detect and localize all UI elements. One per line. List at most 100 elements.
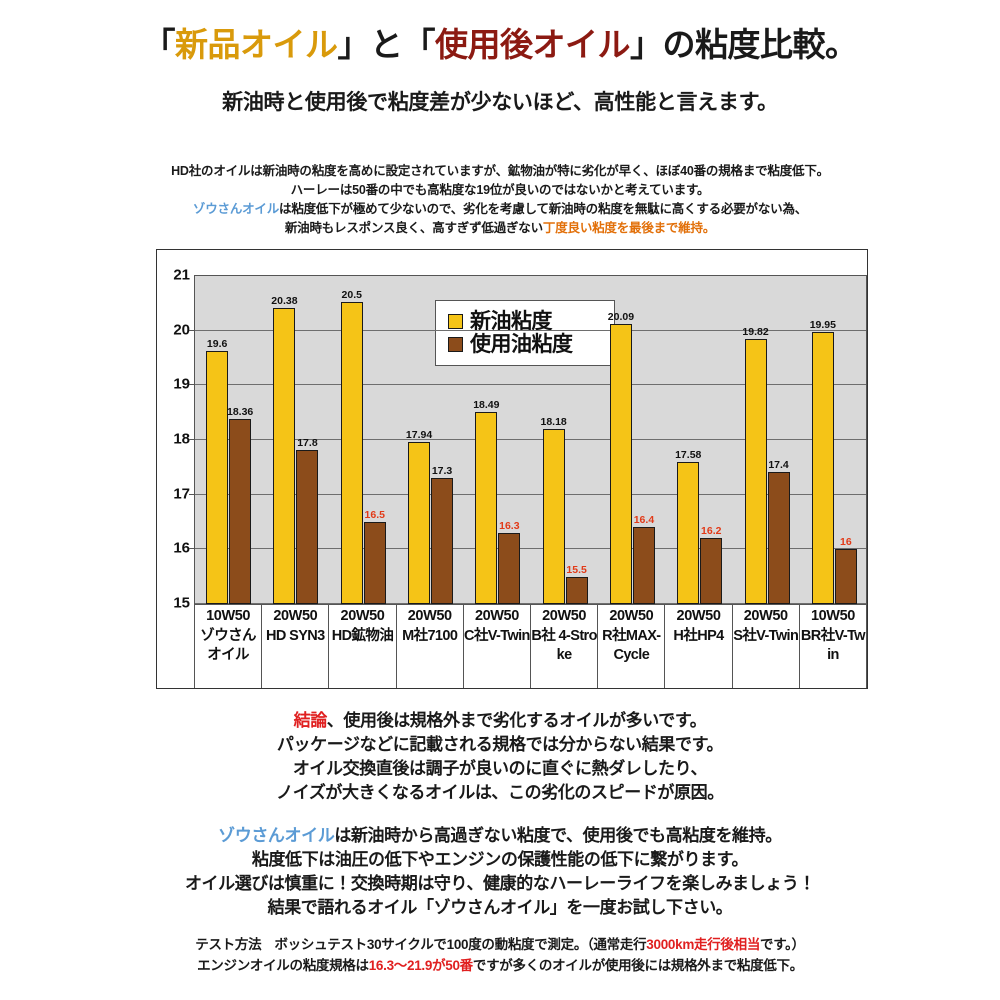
bar-new-oil: 20.5 <box>340 289 363 604</box>
category-grade-label: 20W50 <box>743 608 788 624</box>
conclusion-block-2: ゾウさんオイルは新油時から高過ぎない粘度で、使用後でも高粘度を維持。 粘度低下は… <box>0 824 1000 920</box>
category-cell: 20W50 HD鉱物油 <box>328 605 395 688</box>
legend-label-new: 新油粘度 <box>470 310 553 333</box>
bar-value-label: 15.5 <box>566 563 587 576</box>
category-product-label: S社V-Twin <box>733 628 799 644</box>
category-product-label: B社 4-Stroke <box>531 628 597 663</box>
bar-used-oil: 16.3 <box>498 520 521 604</box>
bar-new-oil: 17.94 <box>406 429 432 604</box>
footer-line-2-pre: エンジンオイルの粘度規格は <box>197 958 369 973</box>
legend-swatch-used-icon <box>448 337 463 352</box>
title-new-oil: 新品オイル <box>175 26 338 63</box>
bar-used-oil: 17.8 <box>296 437 319 604</box>
bar-new-oil: 19.6 <box>206 338 229 604</box>
bar-new-oil: 20.38 <box>271 295 298 604</box>
bar-used-oil: 18.36 <box>227 406 253 604</box>
category-grade-label: 20W50 <box>609 608 654 624</box>
category-product-label: R社MAX-Cycle <box>602 628 661 663</box>
chart-bar-group: 19.6 18.36 <box>195 276 262 604</box>
conclusion1-line-2: パッケージなどに記載される規格では分からない結果です。 <box>276 735 724 754</box>
bar-value-label: 19.82 <box>742 325 769 338</box>
chart-category-table: 10W50 ゾウさんオイル 20W50 HD SYN3 20W50 HD鉱物油 20W50 M… <box>194 605 868 688</box>
chart-gridline: 18 <box>173 431 866 448</box>
intro-line-3-rest: は粘度低下が極めて少ないので、劣化を考慮して新油時の粘度を無駄に高くする必要がな… <box>279 202 808 216</box>
viscosity-bar-chart: 新油粘度 使用油粘度 15 16 17 18 19 20 21 19.6 18.36 20.38 1… <box>156 249 868 689</box>
footer-line-1-post: です。） <box>760 937 805 952</box>
conclusion-block-1: 結論、使用後は規格外まで劣化するオイルが多いです。 パッケージなどに記載される規… <box>0 709 1000 805</box>
bar-value-label: 17.94 <box>405 429 433 442</box>
legend-swatch-new-icon <box>448 314 463 329</box>
conclusion-keyword-highlight: 結論 <box>293 711 328 730</box>
chart-gridline: 19 <box>173 376 866 393</box>
bar-new-oil: 19.95 <box>810 319 836 604</box>
legend-item-new-oil: 新油粘度 <box>448 311 604 332</box>
intro-line-2: ハーレーは50番の中でも高粘度な19位が良いのではないかと考えています。 <box>290 183 710 197</box>
bar-value-label: 16.4 <box>633 514 655 526</box>
category-product-label: M社7100 <box>402 628 458 644</box>
bar-used-oil: 15.5 <box>565 564 588 604</box>
chart-gridline: 15 <box>173 595 866 612</box>
bar-used-oil: 16.4 <box>632 514 655 604</box>
category-grade-label: 20W50 <box>474 608 519 624</box>
chart-bar-group: 20.38 17.8 <box>262 276 329 604</box>
chart-gridline: 21 <box>173 267 866 284</box>
intro-line-4: 新油時もレスポンス良く、高すぎず低過ぎない丁度良い粘度を最後まで維持。 <box>0 219 1000 238</box>
bar-value-label: 17.8 <box>297 437 318 449</box>
bar-value-label: 19.95 <box>809 318 836 331</box>
footer-spec-highlight: 16.3～21.9が50番 <box>368 958 473 973</box>
category-cell: 10W50 BR社V-Twin <box>798 605 868 688</box>
bar-new-oil: 18.18 <box>541 416 567 604</box>
bar-value-label: 19.6 <box>206 338 228 350</box>
conclusion1-line-4: ノイズが大きくなるオイルは、この劣化のスピードが原因。 <box>276 783 724 802</box>
conclusion2-line-4: 結果で語れるオイル「ゾウさんオイル」を一度お試し下さい。 <box>267 898 733 917</box>
chart-bar-group: 18.49 16.3 <box>464 276 531 604</box>
conclusion1-line-1-rest: 、使用後は規格外まで劣化するオイルが多いです。 <box>326 711 707 730</box>
category-grade-label: 20W50 <box>676 608 721 624</box>
chart-bar-group: 17.58 16.2 <box>666 276 733 604</box>
bar-used-oil: 16 <box>834 536 857 604</box>
footer-line-2: エンジンオイルの粘度規格は16.3～21.9が50番ですが多くのオイルが使用後に… <box>0 955 1000 976</box>
chart-bar-group: 19.82 17.4 <box>733 276 800 604</box>
bar-value-label: 16.3 <box>499 519 520 532</box>
chart-plot-area: 新油粘度 使用油粘度 15 16 17 18 19 20 21 19.6 18.36 20.38 1… <box>173 267 868 612</box>
footer-test-method: テスト方法 ボッシュテスト30サイクルで100度の動粘度で測定。（通常走行300… <box>0 934 1000 976</box>
bar-value-label: 17.4 <box>768 459 789 471</box>
chart-bar-group: 17.94 17.3 <box>397 276 464 604</box>
category-cell: 20W50 HD SYN3 <box>261 605 328 688</box>
title-middle: 」と「 <box>337 26 436 63</box>
footer-line-1-pre: テスト方法 ボッシュテスト30サイクルで100度の動粘度で測定。（通常走行 <box>195 937 647 952</box>
y-axis-tick-label: 17 <box>173 485 190 503</box>
bar-value-label: 18.49 <box>473 399 500 412</box>
conclusion2-brand-highlight: ゾウさんオイル <box>218 826 335 845</box>
chart-bar-group: 19.95 16 <box>801 276 868 604</box>
bar-value-label: 18.18 <box>540 416 567 429</box>
bar-used-oil: 16.5 <box>363 509 386 604</box>
intro-brand-highlight: ゾウさんオイル <box>192 202 280 216</box>
category-cell: 20W50 R社MAX-Cycle <box>597 605 664 688</box>
y-axis-tick-label: 19 <box>173 375 190 393</box>
bar-value-label: 16 <box>839 536 852 548</box>
bar-value-label: 16.2 <box>701 525 722 537</box>
category-product-label: H社HP4 <box>673 628 724 644</box>
category-cell: 20W50 S社V-Twin <box>731 605 799 688</box>
category-product-label: C社V-Twin <box>464 628 530 644</box>
y-axis-tick-label: 20 <box>173 321 190 339</box>
bar-value-label: 18.36 <box>227 406 254 419</box>
chart-legend: 新油粘度 使用油粘度 <box>435 300 615 366</box>
title-open-bracket-1: 「 <box>142 26 176 63</box>
y-axis-tick-mark <box>189 548 195 550</box>
category-product-label: HD鉱物油 <box>331 628 394 644</box>
y-axis-tick-label: 18 <box>173 430 190 448</box>
title-used-oil: 使用後オイル <box>435 26 631 63</box>
legend-item-used-oil: 使用油粘度 <box>448 334 604 355</box>
y-axis-tick-label: 15 <box>173 594 190 612</box>
y-axis-tick-label: 16 <box>173 539 190 557</box>
conclusion2-line-2: 粘度低下は油圧の低下やエンジンの保護性能の低下に繋がります。 <box>251 850 749 869</box>
chart-gridline: 20 <box>173 321 866 338</box>
category-cell: 20W50 M社7100 <box>395 605 463 688</box>
footer-mileage-highlight: 3000km走行後相当 <box>646 937 761 952</box>
intro-line-4-pre: 新油時もレスポンス良く、高すぎず低過ぎない <box>284 221 543 235</box>
category-grade-label: 10W50 <box>206 608 251 624</box>
intro-orange-highlight: 丁度良い粘度を最後まで維持。 <box>542 221 716 235</box>
